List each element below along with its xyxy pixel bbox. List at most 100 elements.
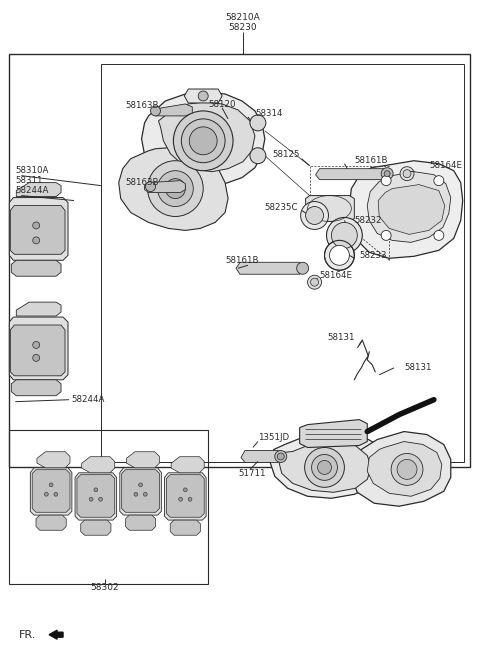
- Polygon shape: [153, 104, 192, 116]
- Circle shape: [403, 170, 411, 177]
- Text: 1351JD: 1351JD: [258, 433, 289, 442]
- Text: 58232: 58232: [354, 216, 382, 225]
- Circle shape: [326, 217, 362, 254]
- Circle shape: [250, 115, 266, 131]
- Polygon shape: [30, 468, 72, 515]
- Text: 58302: 58302: [90, 583, 119, 593]
- Text: 58163B: 58163B: [125, 178, 158, 187]
- Polygon shape: [351, 432, 451, 507]
- Circle shape: [312, 455, 337, 480]
- Polygon shape: [12, 380, 61, 396]
- Circle shape: [134, 492, 138, 496]
- Polygon shape: [171, 457, 204, 473]
- Circle shape: [275, 451, 287, 463]
- Circle shape: [381, 231, 391, 240]
- Circle shape: [89, 497, 93, 501]
- Circle shape: [308, 275, 322, 289]
- Text: 58244A: 58244A: [15, 186, 48, 195]
- Polygon shape: [236, 262, 305, 274]
- Circle shape: [250, 148, 266, 164]
- Circle shape: [198, 91, 208, 101]
- Text: 58230: 58230: [228, 23, 257, 32]
- Polygon shape: [367, 171, 451, 242]
- Bar: [101, 64, 464, 463]
- Circle shape: [54, 492, 58, 496]
- Circle shape: [33, 222, 40, 229]
- Circle shape: [305, 447, 344, 487]
- Polygon shape: [81, 520, 111, 535]
- Polygon shape: [37, 452, 70, 468]
- Polygon shape: [9, 317, 68, 380]
- Circle shape: [145, 181, 156, 192]
- Circle shape: [147, 161, 203, 216]
- Circle shape: [157, 171, 193, 206]
- Text: 58131: 58131: [404, 363, 432, 373]
- Text: 51711: 51711: [238, 469, 266, 478]
- Text: 58164E: 58164E: [429, 161, 462, 170]
- Text: 58210A: 58210A: [226, 13, 260, 22]
- Polygon shape: [142, 92, 265, 187]
- Polygon shape: [144, 181, 185, 193]
- Circle shape: [434, 175, 444, 186]
- Polygon shape: [184, 89, 222, 103]
- Polygon shape: [120, 468, 161, 515]
- Polygon shape: [315, 169, 389, 179]
- Polygon shape: [170, 520, 201, 535]
- Circle shape: [173, 111, 233, 171]
- Circle shape: [94, 488, 98, 491]
- Text: 58233: 58233: [360, 251, 387, 260]
- Text: 58244A: 58244A: [71, 396, 104, 404]
- Circle shape: [181, 119, 225, 163]
- Polygon shape: [300, 420, 367, 447]
- Circle shape: [33, 342, 40, 348]
- Polygon shape: [11, 325, 65, 376]
- Polygon shape: [75, 473, 117, 520]
- Polygon shape: [32, 470, 70, 512]
- Text: 58161B: 58161B: [354, 156, 388, 165]
- Text: 58164E: 58164E: [320, 271, 352, 280]
- Polygon shape: [270, 432, 384, 498]
- Circle shape: [300, 202, 328, 229]
- Circle shape: [381, 168, 393, 179]
- Circle shape: [33, 354, 40, 361]
- Circle shape: [324, 240, 354, 270]
- Polygon shape: [378, 185, 445, 235]
- Circle shape: [384, 171, 390, 177]
- Polygon shape: [241, 451, 283, 463]
- Circle shape: [311, 278, 319, 286]
- Circle shape: [139, 483, 143, 487]
- Circle shape: [329, 245, 349, 265]
- Bar: [9, 430, 208, 584]
- Circle shape: [306, 206, 324, 225]
- Circle shape: [318, 461, 332, 474]
- Polygon shape: [77, 474, 115, 517]
- Bar: [9, 54, 469, 467]
- FancyArrow shape: [49, 630, 63, 639]
- Polygon shape: [16, 302, 61, 316]
- Text: 58235C: 58235C: [264, 203, 298, 212]
- Polygon shape: [16, 183, 61, 196]
- Circle shape: [400, 167, 414, 181]
- Circle shape: [33, 237, 40, 244]
- Text: 58310A: 58310A: [15, 166, 48, 175]
- Polygon shape: [36, 515, 66, 530]
- Polygon shape: [126, 452, 159, 468]
- Circle shape: [391, 453, 423, 486]
- Circle shape: [188, 497, 192, 501]
- Circle shape: [144, 492, 147, 496]
- Text: 58163B: 58163B: [125, 101, 158, 110]
- Circle shape: [179, 497, 182, 501]
- Circle shape: [434, 231, 444, 240]
- Circle shape: [397, 459, 417, 480]
- Polygon shape: [165, 473, 206, 520]
- Polygon shape: [349, 161, 463, 258]
- Polygon shape: [82, 457, 115, 473]
- Polygon shape: [12, 260, 61, 276]
- Text: 58125: 58125: [272, 150, 300, 159]
- Polygon shape: [367, 442, 442, 496]
- Circle shape: [166, 179, 185, 198]
- Circle shape: [183, 488, 187, 491]
- Polygon shape: [279, 441, 371, 492]
- Text: 58161B: 58161B: [225, 256, 259, 265]
- Circle shape: [332, 223, 357, 248]
